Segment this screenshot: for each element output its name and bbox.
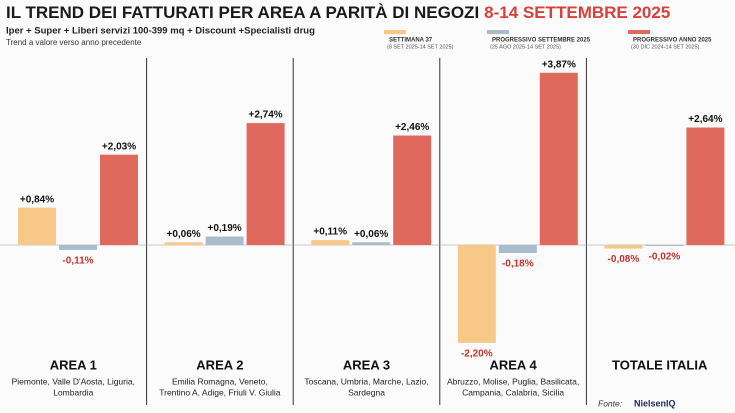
category-description: Toscana, Umbria, Marche, Lazio,: [304, 376, 428, 386]
source: NielsenIQ: [634, 398, 676, 408]
value-label: -0,11%: [62, 256, 93, 267]
bar: [246, 123, 285, 245]
value-label: +2,64%: [688, 114, 722, 125]
bar: [205, 236, 244, 245]
source-label: Fonte:: [598, 398, 623, 408]
value-label: -0,18%: [502, 259, 534, 270]
value-label: +0,19%: [207, 223, 241, 234]
value-label: +0,06%: [166, 229, 200, 240]
bar: [393, 135, 432, 245]
value-label: -0,08%: [608, 254, 640, 265]
legend-swatch: [487, 30, 509, 34]
category-description: Abruzzo, Molise, Puglia, Basilicata,: [447, 376, 579, 386]
value-label: -0,02%: [649, 252, 681, 263]
value-label: +2,74%: [248, 110, 282, 121]
legend-period: (25 AGO 2025-14 SET 2025): [490, 44, 561, 50]
category-description: Trentino A. Adige, Friuli V. Giulia: [159, 387, 281, 397]
category-label: AREA 2: [196, 357, 243, 372]
bar: [539, 72, 578, 245]
legend-swatch: [628, 30, 650, 34]
value-label: +0,11%: [313, 227, 347, 238]
subtitle: Iper + Super + Liberi servizi 100-399 mq…: [6, 26, 315, 37]
value-label: +2,03%: [102, 141, 136, 152]
bar: [100, 154, 138, 245]
value-label: +2,46%: [395, 122, 429, 133]
legend-period: (30 DIC 2024-14 SET 2025): [631, 44, 700, 50]
value-label: +0,84%: [20, 194, 54, 205]
bar: [498, 245, 537, 254]
title-highlight: 8-14 SETTEMBRE 2025: [484, 3, 670, 22]
bar: [645, 245, 684, 246]
legend-label: PROGRESSIVO SETTEMBRE 2025: [492, 38, 591, 44]
value-label: +0,06%: [354, 229, 388, 240]
legend-label: PROGRESSIVO ANNO 2025: [633, 38, 712, 44]
bar: [457, 245, 496, 343]
category-label: TOTALE ITALIA: [612, 357, 708, 372]
category-label: AREA 4: [489, 357, 537, 372]
category-label: AREA 1: [50, 357, 97, 372]
bar: [18, 207, 56, 245]
bar: [59, 245, 97, 250]
category-label: AREA 3: [343, 357, 390, 372]
bar: [164, 242, 203, 245]
category-description: Lombardia: [53, 387, 93, 397]
title-main: IL TREND DEI FATTURATI PER AREA A PARITÀ…: [6, 3, 479, 22]
note: Trend a valore verso anno precedente: [6, 38, 142, 47]
bar: [352, 242, 391, 245]
legend-swatch: [384, 30, 406, 34]
category-description: Campania, Calabria, Sicilia: [462, 387, 564, 397]
bar: [311, 240, 350, 245]
category-description: Emilia Romagna, Veneto,: [172, 376, 268, 386]
bar: [686, 127, 725, 245]
category-description: Sardegna: [348, 387, 385, 397]
value-label: -2,20%: [461, 349, 493, 360]
bar: [604, 245, 643, 249]
legend-label: SETTIMANA 37: [389, 38, 433, 44]
value-label: +3,87%: [542, 59, 576, 70]
chart-title: IL TREND DEI FATTURATI PER AREA A PARITÀ…: [6, 3, 670, 22]
category-description: Piemonte, Valle D'Aosta, Liguria,: [12, 376, 135, 386]
legend-period: (8 SET 2025-14 SET 2025): [387, 44, 454, 50]
